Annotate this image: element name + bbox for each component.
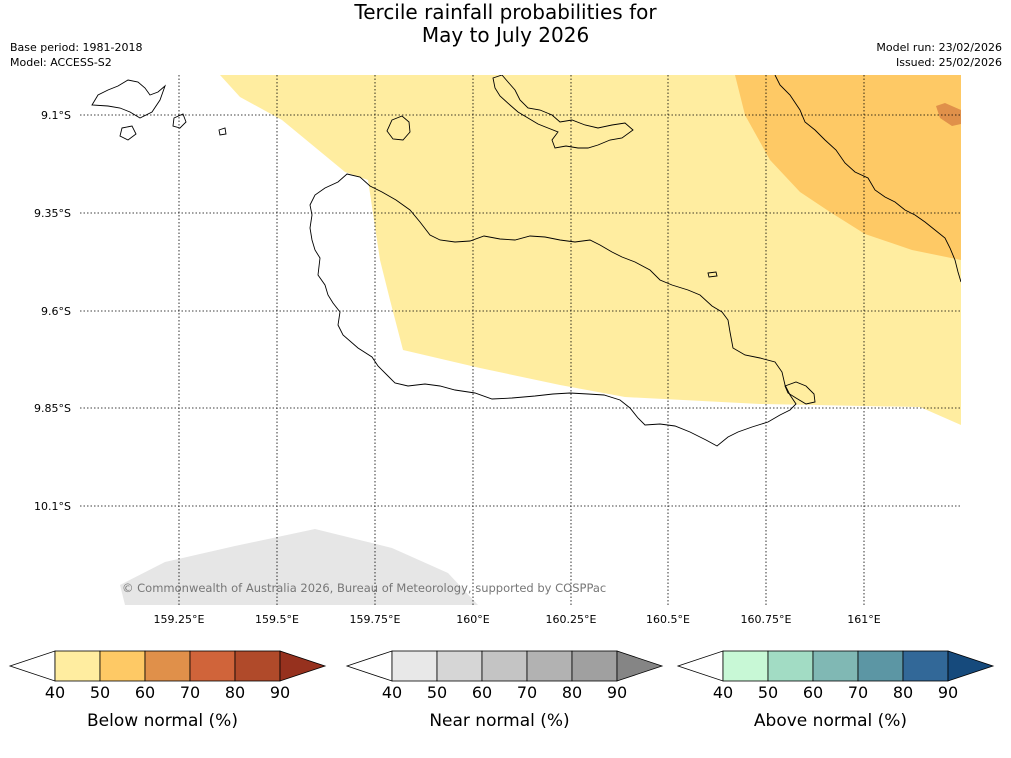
colorbar-segment [902,650,949,682]
lat-labels: 9.1°S 9.35°S 9.6°S 9.85°S 10.1°S [34,109,71,513]
colorbar-caption: Above normal (%) [754,711,907,731]
lat-label: 9.85°S [34,402,71,415]
islet-1 [119,125,137,141]
nggela-northwest-islets [91,79,166,119]
malaita-coastline [774,75,961,283]
colorbar-tick-label: 70 [180,683,200,702]
map-title-line1: Tercile rainfall probabilities for [354,0,657,24]
probability-shading [120,75,961,605]
islet-2 [172,113,187,129]
colorbar-segment [481,650,528,682]
savo-island-coastline [386,115,411,141]
colorbar-segment [436,650,483,682]
colorbar-tick-label: 50 [90,683,110,702]
colorbar-caption: Near normal (%) [429,711,569,731]
below-normal-50-60-region [735,75,961,260]
colorbar-tick-label: 90 [607,683,627,702]
colorbar-segment [767,650,814,682]
lon-label: 159.25°E [154,613,205,626]
lon-label: 159.5°E [255,613,299,626]
colorbar-tick-label: 40 [45,683,65,702]
colorbar-near-normal: 40 50 60 70 80 90 Near normal (%) [345,650,664,731]
issued-label: Issued: 25/02/2026 [895,56,1002,69]
colorbar-tick-label: 80 [893,683,913,702]
colorbar-tick-label: 40 [382,683,402,702]
colorbar-above-normal: 40 50 60 70 80 90 Above normal (%) [676,650,995,731]
colorbar-tick-label: 80 [562,683,582,702]
colorbar-tick-label: 40 [713,683,733,702]
map-title-line2: May to July 2026 [421,23,590,47]
colorbar-segment [391,650,438,682]
colorbar-min-arrow [676,650,724,682]
colorbar-tick-label: 70 [848,683,868,702]
near-normal-40-50-region [120,529,478,605]
colorbar-segment [99,650,146,682]
cape-islets [784,381,816,405]
colorbar-tick-label: 60 [803,683,823,702]
colorbar-tick-label: 60 [472,683,492,702]
below-normal-60-70-region [936,103,961,126]
colorbar-max-arrow [616,650,664,682]
lat-label: 10.1°S [34,500,71,513]
colorbar-segment [812,650,859,682]
colorbar-legends: 40 50 60 70 80 90 Below normal (%) 40 50 60 70 80 90… [8,650,995,731]
colorbar-tick-label: 70 [517,683,537,702]
model-run-label: Model run: 23/02/2026 [876,41,1002,54]
colorbar-tick-label: 80 [225,683,245,702]
colorbar-tick-label: 50 [427,683,447,702]
colorbar-segment [234,650,281,682]
colorbar-tick-label: 90 [270,683,290,702]
colorbar-min-arrow [8,650,56,682]
guadalcanal-coastline [309,173,797,447]
colorbar-caption: Below normal (%) [87,711,238,731]
colorbar-segment [571,650,618,682]
colorbar-segment [526,650,573,682]
lat-label: 9.1°S [41,109,71,122]
copyright-notice: © Commonwealth of Australia 2026, Bureau… [122,581,606,595]
colorbar-segment [189,650,236,682]
lon-labels: 159.25°E 159.5°E 159.75°E 160°E 160.25°E… [154,613,881,626]
islet-3 [218,127,227,136]
graticule [80,75,961,605]
lon-label: 160°E [456,613,489,626]
colorbar-tick-label: 60 [135,683,155,702]
model-label: Model: ACCESS-S2 [10,56,112,69]
colorbar-max-arrow [947,650,995,682]
lat-label: 9.6°S [41,305,71,318]
colorbar-min-arrow [345,650,393,682]
colorbar-segment [144,650,191,682]
lon-label: 160.75°E [741,613,792,626]
lon-label: 160.25°E [546,613,597,626]
lon-label: 160.5°E [646,613,690,626]
colorbar-segment [857,650,904,682]
colorbar-segment [54,650,101,682]
lon-label: 161°E [847,613,880,626]
lat-label: 9.35°S [34,207,71,220]
lon-label: 159.75°E [350,613,401,626]
florida-islands-coastline [492,75,634,149]
islet-4 [707,271,718,278]
colorbar-tick-label: 50 [758,683,778,702]
colorbar-below-normal: 40 50 60 70 80 90 Below normal (%) [8,650,327,731]
colorbar-tick-label: 90 [938,683,958,702]
base-period-label: Base period: 1981-2018 [10,41,143,54]
colorbar-max-arrow [279,650,327,682]
colorbar-segment [722,650,769,682]
